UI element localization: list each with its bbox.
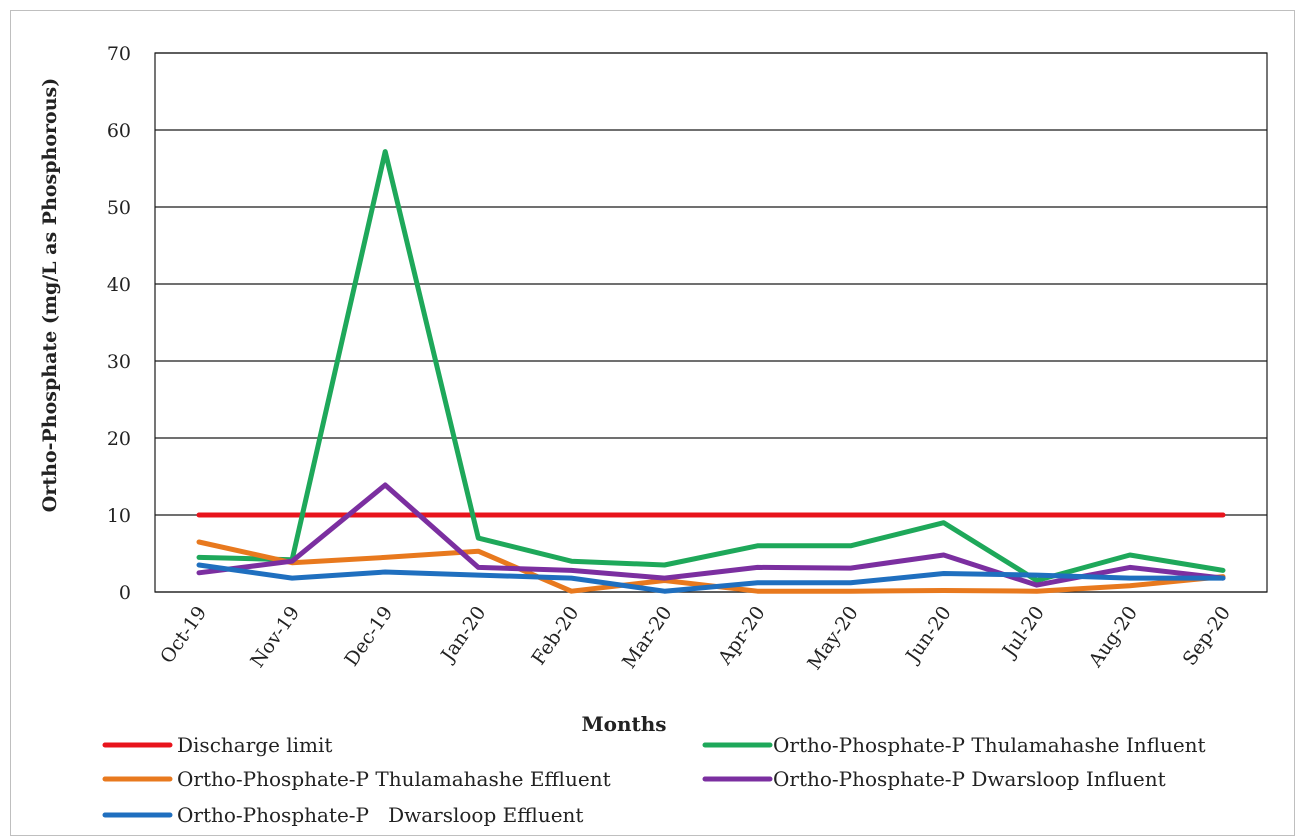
legend-label: Ortho-Phosphate-P Dwarsloop Influent (773, 767, 1166, 791)
y-tick-label: 40 (107, 274, 131, 296)
x-tick-label: Jul-20 (997, 602, 1049, 663)
y-tick-label: 30 (107, 351, 131, 373)
legend-label: Ortho-Phosphate-P Dwarsloop Effluent (177, 803, 583, 827)
legend: Discharge limit Ortho-Phosphate-P Thulama… (102, 733, 1206, 827)
x-tick-label: Dec-19 (340, 602, 397, 670)
x-axis-label: Months (581, 712, 666, 736)
legend-label: Ortho-Phosphate-P Thulamahashe Effluent (177, 767, 611, 791)
x-tick-label: Jan-20 (436, 602, 491, 667)
y-tick-label: 0 (119, 582, 131, 604)
x-tick-label: Apr-20 (713, 602, 769, 669)
y-tick-label: 10 (107, 505, 131, 527)
series-lines (196, 149, 1226, 594)
x-tick-label: Mar-20 (618, 602, 676, 672)
y-tick-label: 60 (107, 120, 131, 142)
x-tick-label: Feb-20 (527, 602, 583, 669)
x-tick-label: Aug-20 (1084, 602, 1142, 672)
series-line-2 (196, 539, 1226, 594)
plot-area (154, 52, 1268, 593)
legend-label: Ortho-Phosphate-P Thulamahashe Influent (773, 733, 1206, 757)
y-tick-label: 50 (107, 197, 131, 219)
chart-frame (10, 10, 1295, 836)
x-axis-ticks: Oct-19 Nov-19 Dec-19 Jan-20 Feb-20 Mar-20 Apr-… (156, 602, 1235, 674)
y-axis-ticks: 0 10 20 30 40 50 60 70 (107, 43, 131, 604)
x-tick-label: Oct-19 (156, 602, 211, 667)
x-tick-label: Jun-20 (901, 602, 956, 668)
x-tick-label: Sep-20 (1179, 602, 1235, 670)
y-tick-label: 20 (107, 428, 131, 450)
legend-label: Discharge limit (177, 733, 332, 757)
y-tick-label: 70 (107, 43, 131, 65)
series-line-4 (196, 562, 1226, 594)
x-tick-label: Nov-19 (246, 602, 304, 671)
x-tick-label: May-20 (803, 602, 862, 674)
y-axis-label: Ortho-Phosphate (mg/L as Phosphorous) (39, 78, 61, 512)
grid-lines (154, 52, 1268, 593)
series-line-3 (196, 482, 1226, 588)
